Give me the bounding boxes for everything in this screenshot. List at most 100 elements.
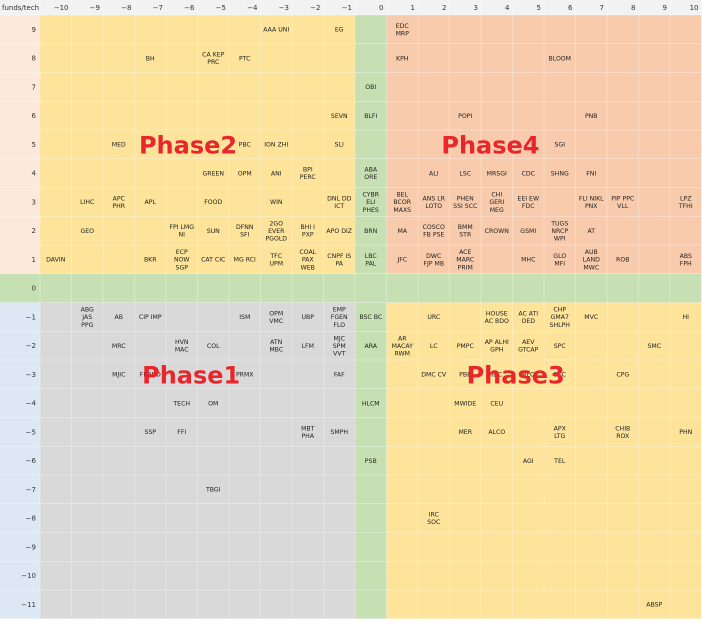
cell-tickers: AAA UNI (263, 27, 289, 34)
y-tick-label: 3 (32, 198, 36, 206)
cell-tickers: MRSGI (487, 170, 507, 177)
y-tick-label: −2 (26, 342, 36, 350)
cell-tickers: TEL (553, 458, 566, 465)
x-tick-label: 1 (411, 4, 415, 12)
y-tick-label: 2 (32, 227, 36, 235)
cell-tickers: CDC (522, 170, 535, 177)
cell-tickers: CROWN (485, 228, 510, 235)
x-tick-label: 2 (442, 4, 446, 12)
cell-tickers: MG RCI (234, 257, 256, 264)
cell-tickers: GREEN (202, 170, 224, 177)
cell-tickers: FFI (177, 429, 186, 436)
cell-tickers: AB (115, 314, 123, 321)
cell-tickers: KPH (396, 55, 409, 62)
cell-tickers: POPI (458, 113, 472, 120)
cell-tickers: BPI PERC (300, 167, 316, 182)
cell-tickers: ALI (429, 170, 439, 177)
cell-tickers: PBB (459, 372, 471, 379)
cell-tickers: TBGI (205, 487, 221, 494)
x-tick-label: 3 (474, 4, 478, 12)
cell-tickers: ANI (271, 170, 282, 177)
cell-tickers: FERRO (140, 372, 161, 379)
cell-tickers: ABSP (646, 602, 662, 609)
y-tick-label: −10 (21, 572, 36, 580)
y-header-band-zero (0, 273, 40, 303)
x-tick-label: 10 (690, 4, 699, 12)
cell-tickers: CNPF IS PA (327, 253, 351, 268)
y-tick-label: −4 (26, 400, 37, 408)
cell-tickers: AT (587, 228, 595, 235)
phase-label: Phase4 (441, 131, 539, 159)
cell-tickers: LPZ TFHI (678, 195, 693, 210)
cell-tickers: MER (458, 429, 472, 436)
phase-label: Phase1 (142, 361, 240, 389)
cell-tickers: FNI (586, 170, 596, 177)
cell-tickers: HOUSE AC BDO (485, 310, 509, 325)
y-tick-label: 5 (32, 141, 36, 149)
x-header-band (0, 0, 702, 15)
zero-row-band (40, 273, 702, 303)
cell-tickers: OBI (365, 84, 376, 91)
cell-tickers: TECH (172, 400, 190, 407)
cell-tickers: COSCO FB PSE (423, 224, 445, 239)
cell-tickers: BRN (364, 228, 378, 235)
cell-tickers: SLI (335, 142, 344, 149)
y-tick-label: −3 (26, 371, 36, 379)
y-tick-label: −8 (26, 515, 36, 523)
x-tick-label: 9 (663, 4, 667, 12)
cell-tickers: FPI LMG NI (169, 224, 194, 239)
y-tick-label: 0 (32, 285, 36, 293)
cell-tickers: HI (683, 314, 690, 321)
y-tick-label: 1 (32, 256, 36, 264)
cell-tickers: EG (335, 27, 344, 34)
cell-tickers: RLC (522, 372, 534, 379)
cell-tickers: GSMI (520, 228, 536, 235)
cell-tickers: APL (145, 199, 157, 206)
cell-tickers: MJC SPM VVT (333, 335, 346, 357)
cell-tickers: PIP PPC VLL (611, 195, 634, 210)
cell-tickers: URC (427, 314, 440, 321)
y-header-band-positive (0, 15, 40, 274)
cell-tickers: SGI (554, 142, 565, 149)
y-header-band-negative (0, 302, 40, 619)
cell-tickers: EDC MRP (396, 23, 410, 38)
cell-tickers: PHN (679, 429, 692, 436)
cell-tickers: LIHC (80, 199, 94, 206)
cell-tickers: TFC UPM (269, 253, 283, 268)
x-tick-label: −1 (342, 4, 352, 12)
cell-tickers: SPC (554, 343, 566, 350)
cell-tickers: EEI EW FDC (517, 195, 539, 210)
x-tick-label: −4 (247, 4, 258, 12)
cell-tickers: LSC (459, 170, 471, 177)
cell-tickers: SHNG (551, 170, 569, 177)
x-tick-label: −6 (184, 4, 195, 12)
y-tick-label: −5 (26, 428, 36, 436)
cell-tickers: SMC (647, 343, 661, 350)
cell-tickers: CHP GMA7 SHLPH (550, 307, 571, 329)
cell-tickers: UBP (301, 314, 314, 321)
cell-tickers: COL (207, 343, 220, 350)
x-tick-label: 6 (568, 4, 573, 12)
cell-tickers: CIP IMP (139, 314, 162, 321)
cell-tickers: GEO (80, 228, 94, 235)
cell-tickers: HVN MAC (175, 339, 189, 354)
phase-label: Phase2 (139, 131, 237, 159)
y-tick-label: 8 (32, 55, 36, 63)
cell-tickers: ION ZHI (264, 142, 288, 149)
cell-tickers: BSC BC (359, 314, 382, 321)
cell-tickers: HLCM (362, 400, 380, 407)
cell-tickers: MHC (521, 257, 535, 264)
cell-tickers: IRC SOC (427, 512, 440, 527)
cell-tickers: WIN (270, 199, 283, 206)
cell-tickers: OPM (238, 170, 252, 177)
cell-tickers: AEV GTCAP (518, 339, 539, 354)
y-tick-label: 9 (32, 26, 36, 34)
cell-tickers: BHI I PXP (300, 224, 315, 239)
cell-tickers: AR MACAY RWM (392, 335, 414, 357)
cell-tickers: SMPH (330, 429, 348, 436)
x-tick-label: 7 (600, 4, 604, 12)
cell-tickers: CYBR ELI PHES (362, 192, 379, 214)
cell-tickers: PHEN SSI SCC (453, 195, 477, 210)
